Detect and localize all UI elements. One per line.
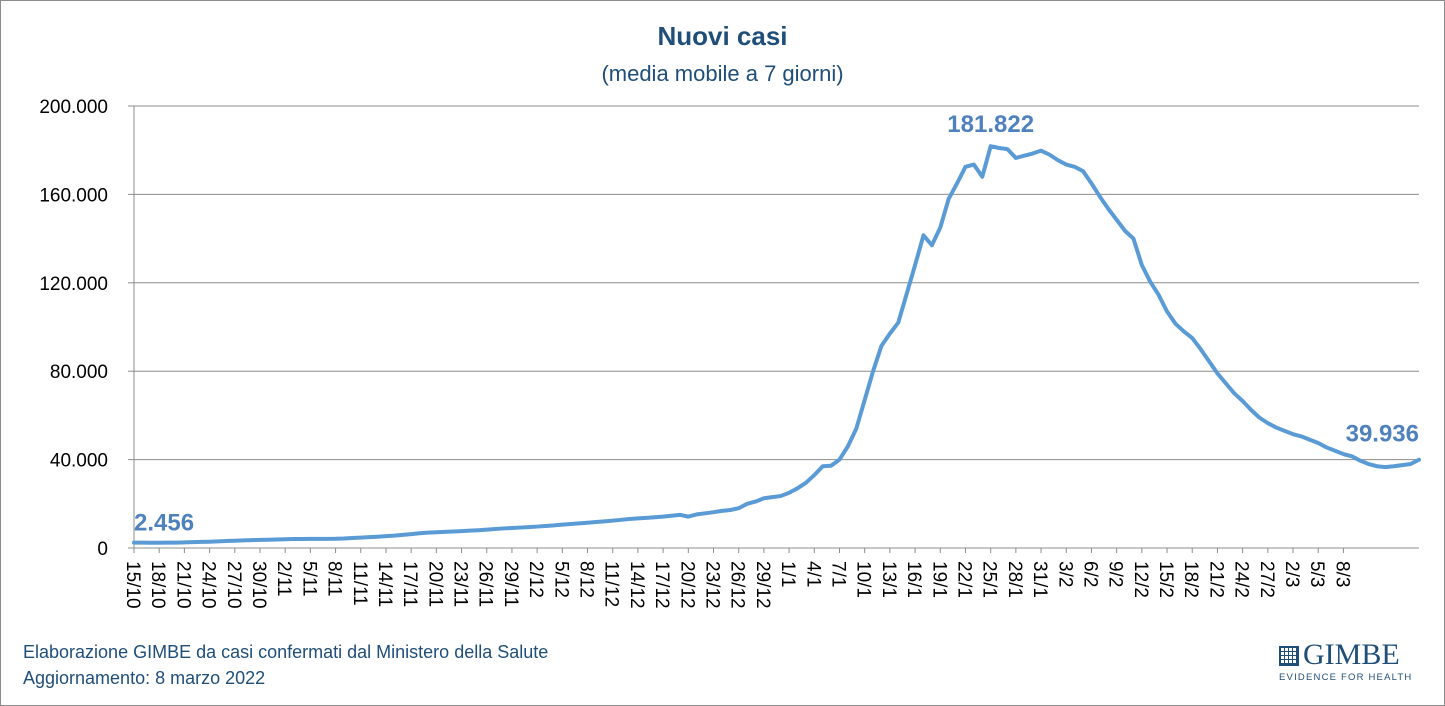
x-tick-label: 16/1 (903, 561, 924, 598)
x-tick-label: 31/1 (1029, 561, 1050, 598)
gimbe-logo: GIMBE EVIDENCE FOR HEALTH (1277, 638, 1417, 686)
x-tick-label: 12/2 (1130, 561, 1151, 598)
gridlines (134, 105, 1419, 461)
x-tick-label: 17/12 (651, 561, 672, 609)
x-tick-label: 20/11 (424, 561, 445, 607)
y-tick-label: 80.000 (50, 362, 108, 383)
x-tick-label: 15/2 (1155, 561, 1176, 598)
data-label: 2.456 (134, 510, 194, 537)
x-tick-label: 23/11 (450, 561, 471, 607)
x-tick-label: 20/12 (676, 561, 697, 609)
x-tick-label: 4/1 (802, 561, 823, 587)
footer-updated: Aggiornamento: 8 marzo 2022 (23, 668, 266, 688)
x-tick-label: 19/1 (928, 561, 949, 598)
logo-tagline: EVIDENCE FOR HEALTH (1279, 672, 1413, 683)
series-line (132, 144, 1421, 545)
series (132, 144, 1421, 545)
y-axis: 0 40.000 80.000 120.000 160.000 200.000 (39, 97, 135, 560)
x-tick-label: 5/12 (550, 561, 571, 598)
logo-wordmark: GIMBE (1303, 638, 1400, 671)
x-tick-label: 27/10 (223, 561, 244, 609)
x-tick-label: 24/10 (198, 561, 219, 609)
y-tick-label: 120.000 (39, 274, 108, 295)
x-tick-label: 5/3 (1306, 561, 1327, 587)
x-tick-label: 2/12 (525, 561, 546, 598)
chart-title: Nuovi casi (657, 21, 788, 51)
y-tick-label: 160.000 (39, 185, 108, 206)
x-tick-label: 7/1 (827, 561, 848, 587)
x-tick-label: 28/1 (1004, 561, 1025, 598)
x-tick-label: 24/2 (1231, 561, 1252, 598)
x-tick-label: 22/1 (953, 561, 974, 598)
x-tick-label: 27/2 (1256, 561, 1277, 598)
x-tick-label: 2/11 (273, 561, 294, 597)
x-tick-label: 14/11 (374, 561, 395, 607)
x-tick-label: 6/2 (1079, 561, 1100, 587)
x-tick-label: 14/12 (626, 561, 647, 609)
x-tick-label: 9/2 (1105, 561, 1126, 587)
y-tick-label: 40.000 (50, 451, 108, 472)
x-tick-label: 8/12 (576, 561, 597, 598)
x-tick-label: 11/12 (601, 561, 622, 607)
x-axis: 15/10 18/10 21/10 24/10 27/10 30/10 2/11 5/11 8/… (122, 547, 1419, 609)
x-tick-label: 26/11 (475, 561, 496, 607)
x-tick-label: 25/1 (979, 561, 1000, 598)
x-tick-label: 30/10 (248, 561, 269, 609)
x-tick-label: 17/11 (399, 561, 420, 607)
x-tick-label: 15/10 (122, 561, 143, 609)
x-tick-label: 8/11 (324, 561, 345, 597)
data-label: 39.936 (1346, 421, 1419, 448)
x-tick-label: 18/2 (1180, 561, 1201, 598)
data-label: 181.822 (947, 111, 1034, 138)
x-tick-label: 23/12 (702, 561, 723, 609)
x-tick-label: 29/12 (752, 561, 773, 609)
x-tick-label: 26/12 (727, 561, 748, 609)
footer-source: Elaborazione GIMBE da casi confermati da… (23, 642, 549, 662)
gimbe-grid-icon (1279, 646, 1299, 666)
chart-subtitle: (media mobile a 7 giorni) (601, 61, 844, 86)
x-tick-label: 29/11 (500, 561, 521, 607)
x-tick-label: 2/3 (1281, 561, 1302, 587)
x-tick-label: 13/1 (878, 561, 899, 598)
x-tick-label: 18/10 (147, 561, 168, 609)
x-tick-label: 21/10 (172, 561, 193, 609)
x-tick-label: 1/1 (777, 561, 798, 587)
y-tick-label: 0 (97, 539, 108, 560)
y-tick-label: 200.000 (39, 97, 108, 118)
x-tick-label: 3/2 (1054, 561, 1075, 587)
x-tick-label: 11/11 (349, 561, 370, 606)
annotations: 2.456 181.822 39.936 (134, 111, 1419, 536)
x-tick-label: 8/3 (1331, 561, 1352, 587)
x-tick-label: 5/11 (298, 561, 319, 597)
x-tick-label: 21/2 (1205, 561, 1226, 598)
x-tick-label: 10/1 (853, 561, 874, 598)
